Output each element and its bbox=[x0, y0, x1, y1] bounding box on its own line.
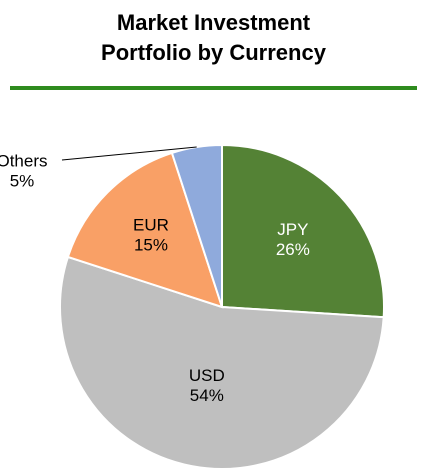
pie-slice bbox=[59, 255, 385, 470]
category-label: JPY bbox=[277, 220, 308, 239]
pie-slice bbox=[170, 143, 223, 308]
leader-line bbox=[61, 146, 197, 161]
chart-title: Market Investment Portfolio by Currency bbox=[101, 10, 326, 65]
category-label: Others bbox=[0, 151, 48, 170]
value-label: 26% bbox=[276, 240, 310, 259]
value-label: 5% bbox=[10, 171, 35, 190]
title-rule bbox=[10, 86, 417, 90]
value-label: 54% bbox=[190, 386, 224, 405]
category-label: EUR bbox=[133, 215, 169, 234]
value-label: 15% bbox=[134, 235, 168, 254]
category-label: USD bbox=[189, 366, 225, 385]
pie-slice bbox=[221, 143, 385, 319]
